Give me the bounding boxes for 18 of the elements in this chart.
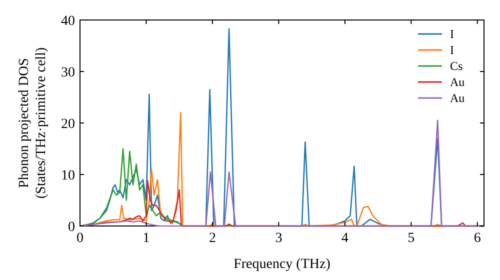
legend-label: I: [450, 27, 454, 42]
y-tick-label: 0: [68, 220, 75, 235]
legend-label: Au: [450, 91, 465, 106]
y-tick-label: 40: [61, 14, 75, 29]
legend-label: Au: [450, 75, 465, 90]
y-tick-label: 20: [61, 116, 75, 132]
x-tick-label: 1: [142, 231, 150, 246]
x-tick-label: 4: [341, 231, 348, 246]
legend-label: I: [450, 43, 454, 58]
y-tick-label: 10: [61, 168, 75, 184]
y-tick-label: 30: [61, 65, 75, 80]
x-tick-label: 2: [208, 231, 216, 246]
y-axis-title: Phonon projected DOS (States/THz·primitive cell): [17, 47, 49, 199]
x-tick-label: 3: [275, 231, 282, 246]
x-tick-label: 6: [474, 231, 481, 246]
legend-label: Cs: [450, 59, 464, 74]
x-tick-label: 5: [408, 231, 415, 246]
x-axis-title: Frequency (THz): [234, 257, 331, 272]
